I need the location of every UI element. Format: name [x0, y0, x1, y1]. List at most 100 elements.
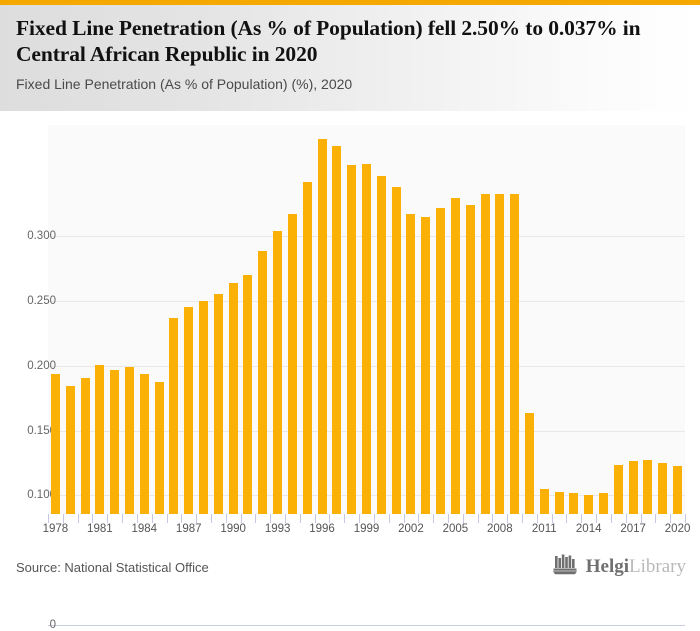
- bar[interactable]: [628, 460, 638, 514]
- bar[interactable]: [480, 193, 490, 514]
- x-axis-tick: [610, 514, 612, 523]
- bar[interactable]: [599, 493, 609, 514]
- top-accent-bar: [0, 0, 700, 5]
- bar[interactable]: [332, 145, 342, 514]
- bar[interactable]: [213, 293, 223, 514]
- bar[interactable]: [199, 301, 209, 514]
- x-axis-tick: [655, 514, 657, 523]
- bar[interactable]: [465, 205, 475, 514]
- chart-footer: Source: National Statistical Office: [0, 532, 700, 596]
- bar[interactable]: [436, 208, 446, 514]
- bar[interactable]: [569, 493, 579, 514]
- x-axis-tick: [225, 514, 227, 523]
- bar[interactable]: [139, 373, 149, 514]
- bar[interactable]: [347, 165, 357, 514]
- x-axis-tick: [270, 514, 272, 523]
- bar[interactable]: [65, 385, 75, 514]
- bar[interactable]: [302, 182, 312, 514]
- bar[interactable]: [495, 193, 505, 514]
- bar[interactable]: [613, 464, 623, 514]
- logo-helgi-text: Helgi: [585, 555, 630, 577]
- x-axis-tick: [255, 514, 257, 523]
- bar[interactable]: [376, 175, 386, 514]
- x-axis-tick: [433, 514, 435, 523]
- x-axis-tick: [536, 514, 538, 523]
- x-axis-tick: [181, 514, 183, 523]
- x-axis-tick: [670, 514, 672, 523]
- x-axis-tick: [447, 514, 449, 523]
- bar[interactable]: [539, 489, 549, 514]
- x-axis-tick: [403, 514, 405, 523]
- x-axis-tick: [122, 514, 124, 523]
- x-axis-tick: [640, 514, 642, 523]
- x-axis-ticks: [48, 514, 686, 523]
- bar[interactable]: [524, 412, 534, 514]
- y-axis-tick-label: 0.100: [27, 489, 56, 502]
- bar[interactable]: [287, 214, 297, 514]
- x-axis-tick: [136, 514, 138, 523]
- x-axis-tick: [210, 514, 212, 523]
- x-axis-tick: [566, 514, 568, 523]
- x-axis-tick: [62, 514, 64, 523]
- chart-subtitle: Fixed Line Penetration (As % of Populati…: [16, 76, 353, 92]
- bar[interactable]: [154, 381, 164, 514]
- x-axis-tick: [492, 514, 494, 523]
- x-axis-tick: [581, 514, 583, 523]
- bar[interactable]: [643, 459, 653, 514]
- x-axis-tick: [196, 514, 198, 523]
- x-axis-tick: [685, 514, 686, 523]
- bar[interactable]: [391, 187, 401, 514]
- logo-wordmark: HelgiLibrary: [586, 556, 686, 578]
- bar[interactable]: [169, 318, 179, 514]
- bar[interactable]: [50, 373, 60, 514]
- x-axis-tick: [77, 514, 79, 523]
- x-axis-tick: [314, 514, 316, 523]
- bar[interactable]: [243, 275, 253, 514]
- x-axis-tick: [507, 514, 509, 523]
- x-axis-tick: [285, 514, 287, 523]
- x-axis-tick: [551, 514, 553, 523]
- x-axis-baseline: [48, 625, 685, 626]
- bar[interactable]: [406, 214, 416, 514]
- helgi-library-logo[interactable]: HelgiLibrary: [552, 553, 686, 580]
- x-axis-tick: [107, 514, 109, 523]
- logo-library-text: Library: [629, 555, 686, 577]
- x-axis-tick: [240, 514, 242, 523]
- bar[interactable]: [584, 494, 594, 514]
- y-axis-tick-label: 0: [49, 619, 56, 631]
- x-axis-tick: [151, 514, 153, 523]
- bar[interactable]: [362, 163, 371, 514]
- bar[interactable]: [80, 377, 90, 514]
- bar-series: [48, 125, 685, 514]
- bar[interactable]: [554, 491, 564, 514]
- bar[interactable]: [124, 367, 134, 514]
- bar[interactable]: [95, 364, 105, 514]
- bar[interactable]: [673, 466, 683, 514]
- bar[interactable]: [273, 231, 283, 514]
- y-axis-tick-label: 0.200: [27, 359, 56, 372]
- x-axis-tick: [625, 514, 627, 523]
- bar[interactable]: [228, 283, 238, 514]
- x-axis-tick: [462, 514, 464, 523]
- library-book-icon: [552, 553, 579, 580]
- y-axis-tick-label: 0.300: [27, 230, 56, 242]
- x-axis-tick: [329, 514, 331, 523]
- x-axis-tick: [418, 514, 420, 523]
- y-axis-tick-label: 0.150: [27, 424, 56, 437]
- x-axis-tick: [92, 514, 94, 523]
- x-axis-tick: [299, 514, 301, 523]
- bar[interactable]: [110, 370, 120, 514]
- bar[interactable]: [510, 193, 520, 514]
- bar[interactable]: [450, 197, 460, 514]
- bar[interactable]: [421, 217, 431, 514]
- bar[interactable]: [184, 306, 194, 514]
- bar[interactable]: [658, 463, 668, 514]
- x-axis-tick: [344, 514, 346, 523]
- bar[interactable]: [258, 250, 268, 514]
- x-axis-tick: [522, 514, 524, 523]
- x-axis-tick: [166, 514, 168, 523]
- x-axis-tick: [596, 514, 598, 523]
- bar[interactable]: [317, 139, 327, 514]
